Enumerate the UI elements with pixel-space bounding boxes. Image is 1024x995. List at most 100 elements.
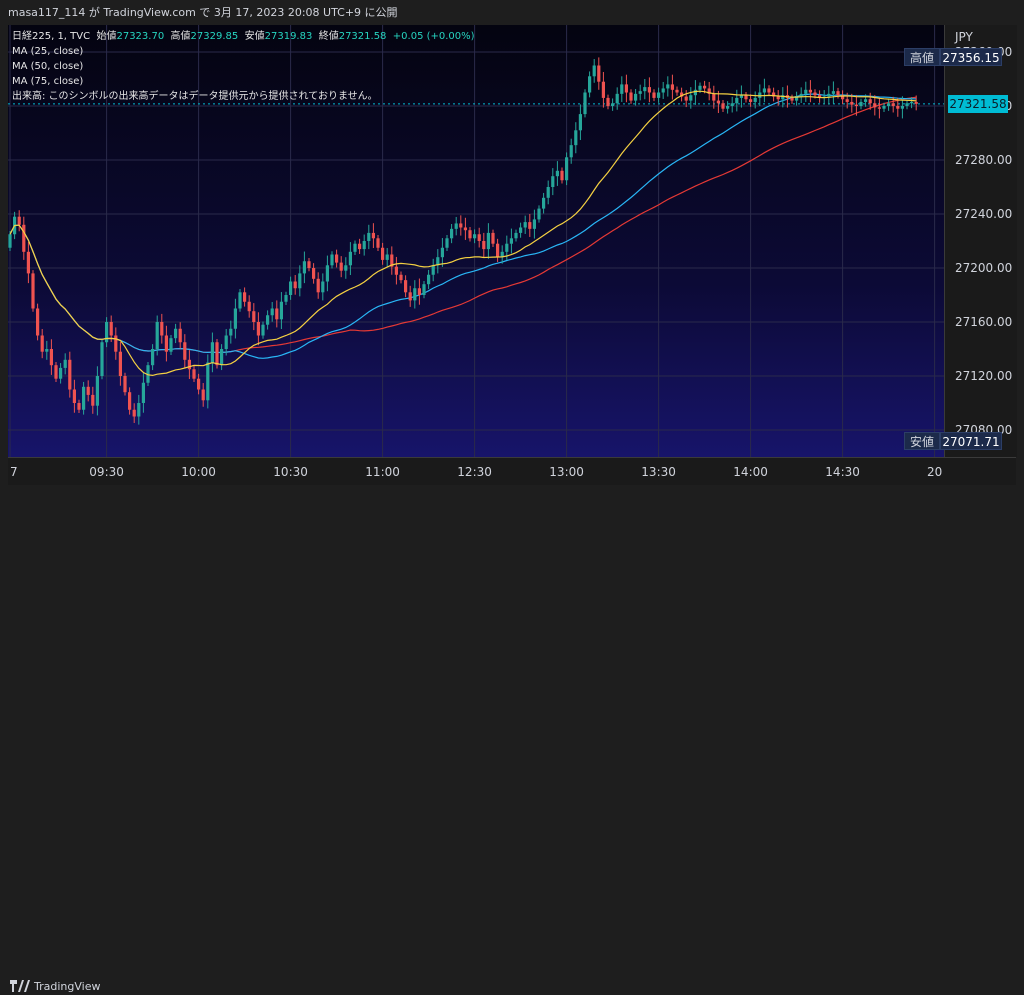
candle-body: [215, 342, 219, 366]
candle-body: [592, 65, 596, 77]
ma50-path: [9, 93, 917, 359]
ma50-legend[interactable]: MA (50, close): [12, 61, 84, 72]
candle-body: [873, 103, 877, 108]
candle-body: [744, 95, 748, 100]
candle-body: [187, 359, 191, 370]
candle-body: [22, 224, 26, 252]
candle-body: [123, 376, 127, 393]
candle-body: [49, 349, 53, 366]
ma25-line: [9, 90, 917, 377]
candle-body: [804, 89, 808, 94]
candle-body: [8, 234, 12, 248]
high-label: 高値: [170, 31, 191, 42]
candle-body: [440, 247, 444, 258]
high-price-tag: 高値 27356.15: [904, 48, 1002, 67]
candle-body: [206, 362, 210, 401]
time-scale[interactable]: 7 09:30 10:00 10:30 11:00 12:30 13:00 13:30 14:0…: [8, 457, 1016, 486]
candle-body: [160, 322, 164, 336]
candle-body: [914, 101, 918, 104]
candle-body: [312, 268, 316, 279]
candle-body: [36, 308, 40, 336]
candle-body: [707, 88, 711, 94]
candle-body: [887, 103, 891, 106]
chart-legend: 日経225, 1, TVC 始値27323.70 高値27329.85 安値27…: [12, 29, 475, 104]
change-value: +0.05 (+0.00%): [392, 31, 475, 42]
candle-body: [128, 392, 132, 410]
candle-body: [532, 219, 536, 229]
candle-body: [891, 103, 895, 106]
candle-body: [45, 349, 49, 352]
candle-body: [620, 84, 624, 94]
candle-body: [569, 145, 573, 158]
candle-body: [749, 99, 753, 102]
candle-body: [689, 95, 693, 101]
candle-body: [68, 359, 72, 390]
candle-body: [422, 284, 426, 295]
candle-body: [358, 243, 362, 250]
candle-body: [105, 322, 109, 343]
candle-body: [408, 292, 412, 301]
candle-body: [367, 232, 371, 241]
candle-body: [726, 106, 730, 109]
candle-body: [643, 87, 647, 92]
candle-body: [109, 322, 113, 336]
brand-name: TradingView: [34, 979, 101, 993]
close-value: 27321.58: [338, 31, 387, 42]
candle-body: [95, 376, 99, 406]
candle-body: [716, 100, 720, 104]
ma25-legend[interactable]: MA (25, close): [12, 46, 84, 57]
candle-body: [505, 243, 509, 252]
candle-body: [486, 232, 490, 250]
tradingview-logo[interactable]: TradingView: [10, 977, 100, 995]
candle-body: [40, 335, 44, 352]
chart-pane[interactable]: [8, 25, 944, 457]
high-value: 27329.85: [190, 31, 239, 42]
price-tick-label: 27240.00: [955, 207, 1012, 221]
candle-body: [841, 95, 845, 100]
candle-body: [624, 84, 628, 93]
candle-body: [330, 254, 334, 266]
candle-body: [164, 335, 168, 352]
ohlc-line: 日経225, 1, TVC 始値27323.70 高値27329.85 安値27…: [12, 29, 475, 44]
candle-body: [450, 228, 454, 239]
candles: [8, 57, 918, 425]
candle-body: [137, 403, 141, 417]
candle-body: [261, 324, 265, 336]
candle-body: [753, 97, 757, 102]
candle-body: [151, 349, 155, 366]
price-tick-label: 27200.00: [955, 261, 1012, 275]
price-scale-axis[interactable]: JPY 27080.0027120.0027160.0027200.002724…: [945, 25, 1017, 457]
candle-body: [353, 243, 357, 252]
candle-body: [675, 89, 679, 93]
price-scale[interactable]: JPY 27080.00 27120.00 27160.00 27200.00 2724…: [944, 25, 1017, 457]
candle-body: [836, 91, 840, 96]
ma75-legend[interactable]: MA (75, close): [12, 76, 84, 87]
ma25-path: [9, 90, 917, 377]
candle-body: [601, 81, 605, 98]
candle-body: [877, 107, 881, 109]
candle-body: [17, 216, 21, 225]
candle-body: [551, 176, 555, 187]
candle-body: [77, 403, 81, 410]
candle-body: [523, 222, 527, 228]
time-tick-label: 14:30: [825, 465, 860, 479]
candle-body: [201, 389, 205, 401]
candle-body: [831, 91, 835, 94]
candle-body: [850, 101, 854, 105]
candle-body: [882, 106, 886, 109]
candle-body: [818, 95, 822, 98]
candle-body: [854, 104, 858, 106]
tradingview-logo-icon: [10, 980, 30, 992]
time-axis[interactable]: 7 09:30 10:00 10:30 11:00 12:30 13:00 13:30 14:0…: [8, 458, 1016, 486]
candle-body: [302, 261, 306, 274]
candle-body: [289, 281, 293, 295]
candle-body: [661, 88, 665, 93]
candle-body: [26, 251, 30, 274]
candle-body: [54, 365, 58, 379]
price-chart[interactable]: [8, 25, 944, 457]
price-tick-label: 27280.00: [955, 153, 1012, 167]
candle-body: [238, 292, 242, 309]
candle-body: [63, 359, 67, 368]
low-tag-label: 安値: [904, 432, 940, 451]
ma75-line: [9, 96, 917, 354]
